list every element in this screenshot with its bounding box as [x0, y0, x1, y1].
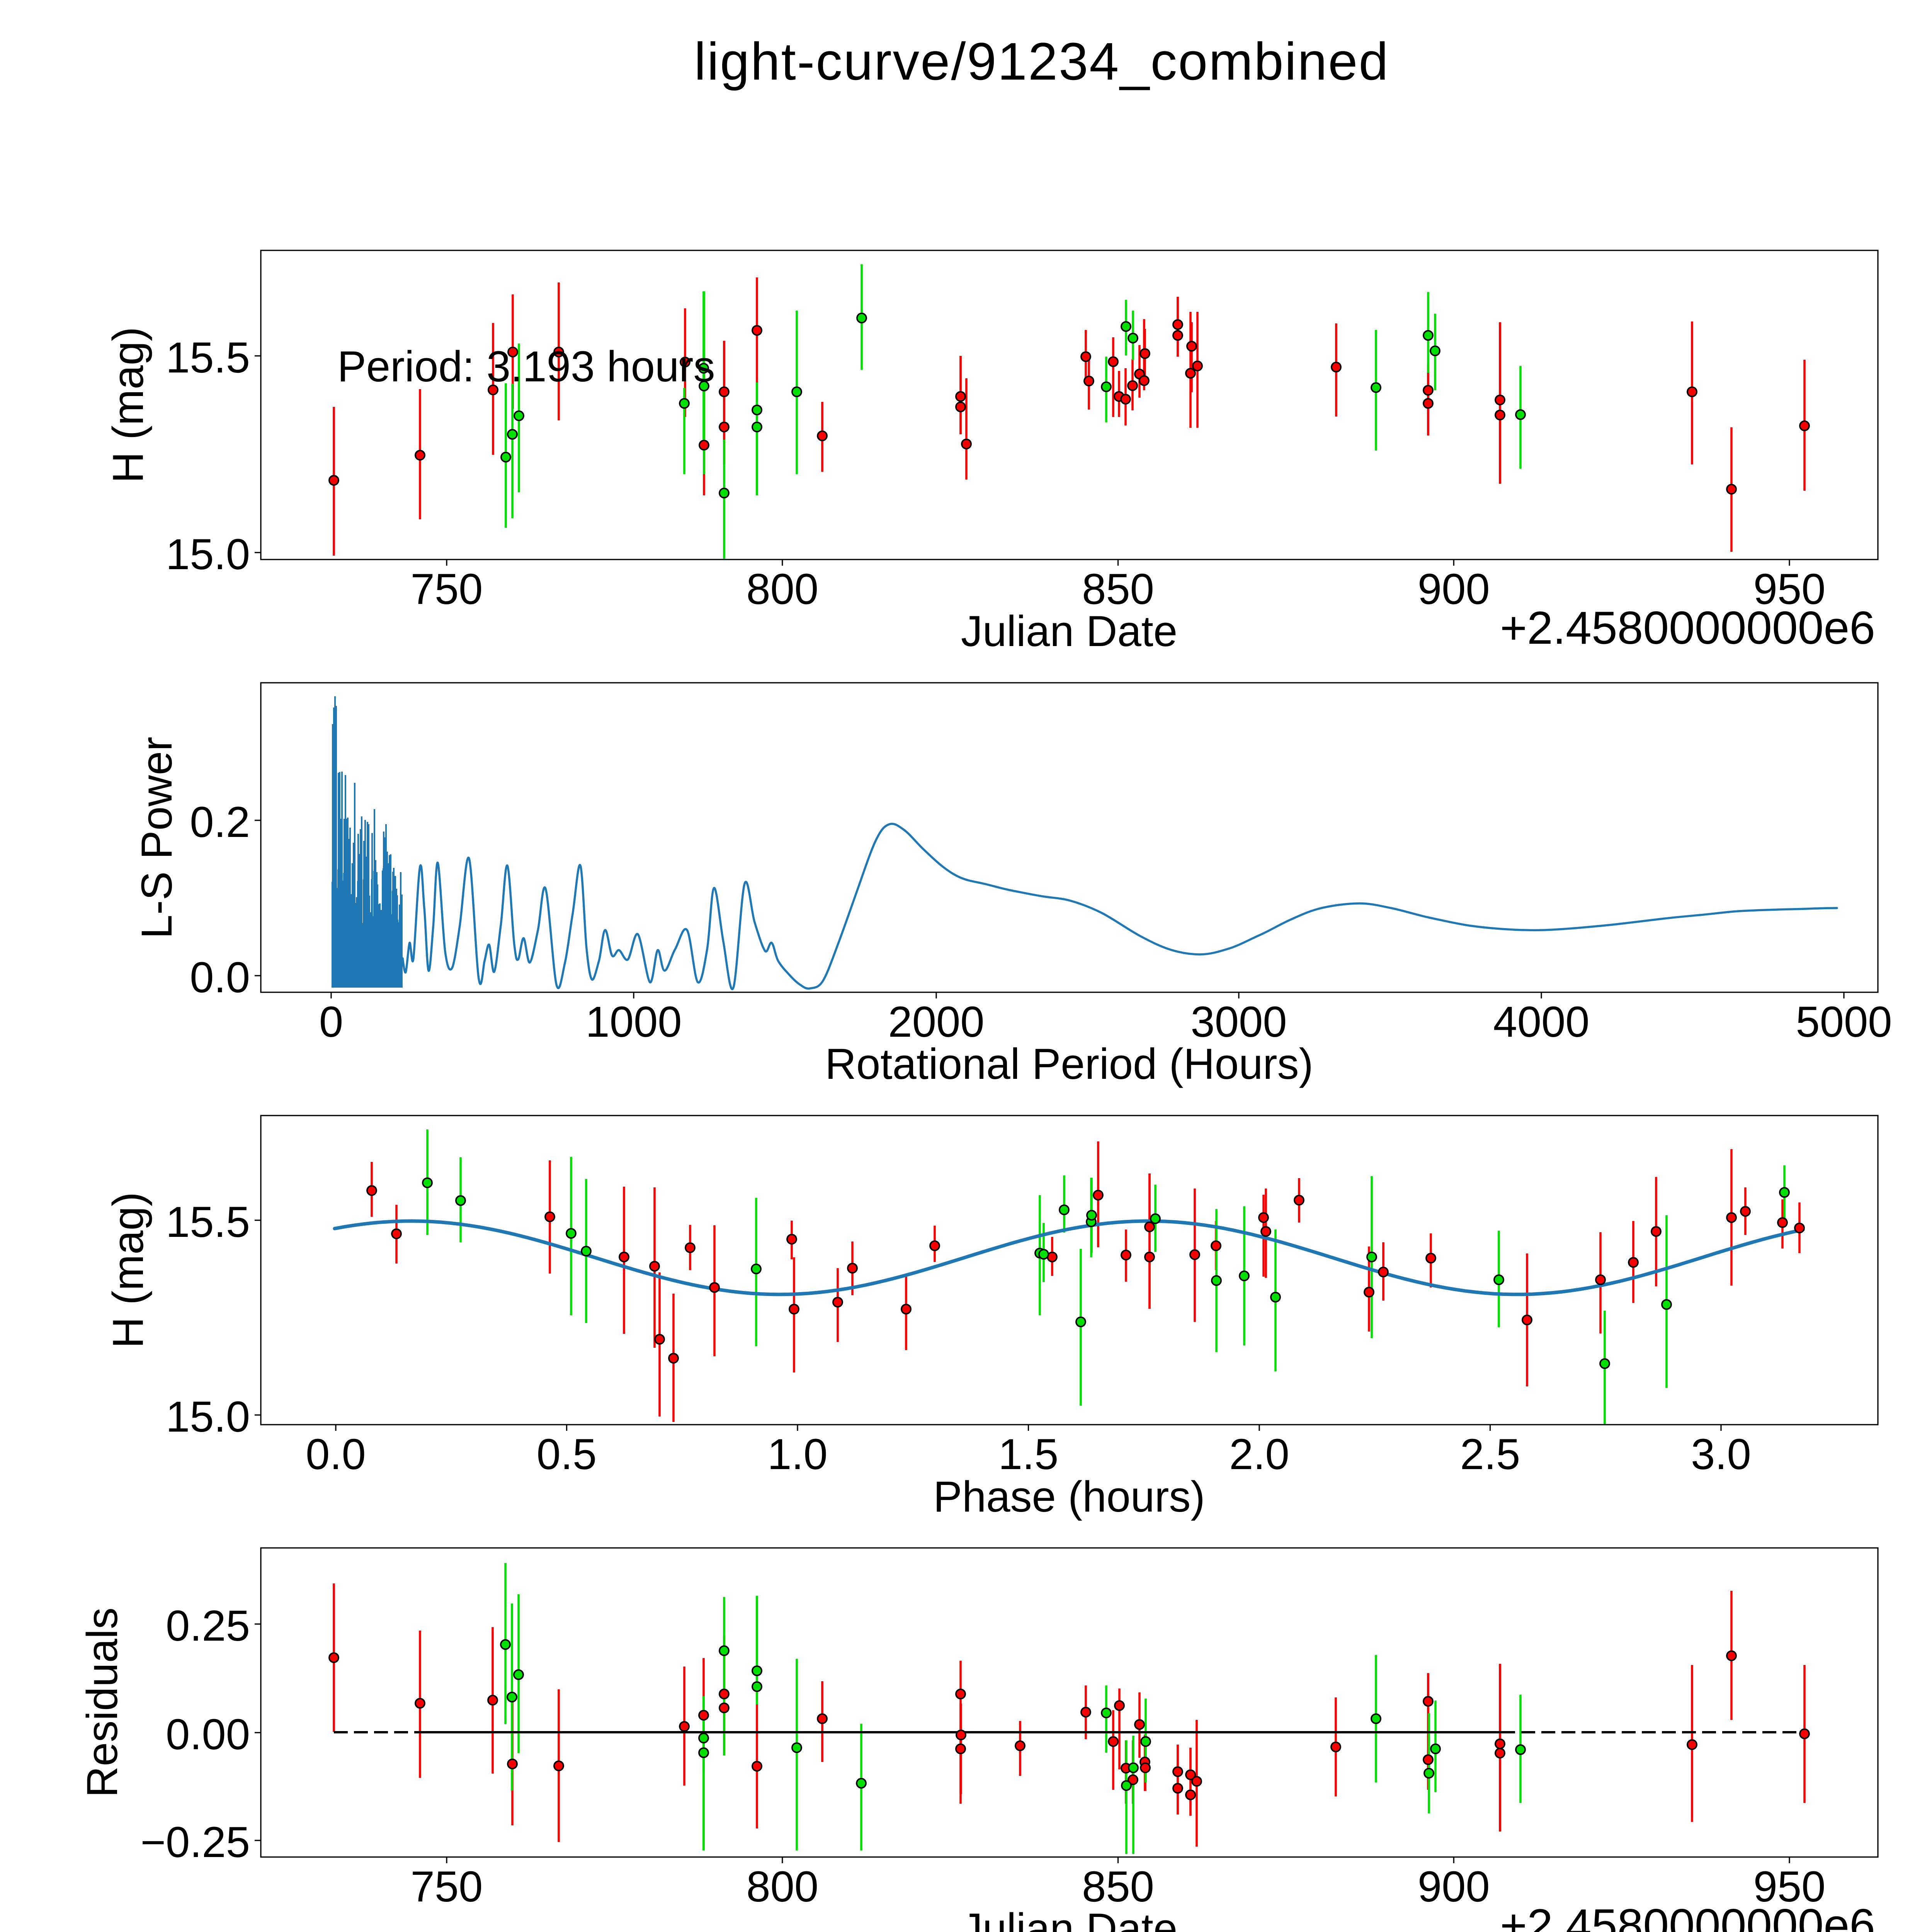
- svg-text:15.5: 15.5: [166, 333, 250, 382]
- svg-text:Julian Date: Julian Date: [961, 607, 1177, 655]
- svg-text:Period: 3.193 hours: Period: 3.193 hours: [337, 342, 715, 391]
- svg-text:15.5: 15.5: [166, 1198, 250, 1246]
- svg-text:800: 800: [746, 1862, 818, 1911]
- svg-text:2000: 2000: [888, 998, 984, 1046]
- svg-text:800: 800: [746, 565, 818, 613]
- svg-text:light-curve/91234_combined: light-curve/91234_combined: [694, 32, 1389, 91]
- svg-text:Julian Date: Julian Date: [961, 1905, 1177, 1932]
- svg-text:Phase (hours): Phase (hours): [933, 1473, 1205, 1521]
- svg-text:H (mag): H (mag): [104, 327, 152, 483]
- svg-text:0.0: 0.0: [190, 953, 250, 1002]
- svg-text:H (mag): H (mag): [104, 1192, 152, 1348]
- svg-text:L-S Power: L-S Power: [133, 737, 181, 939]
- svg-text:0.0: 0.0: [306, 1430, 366, 1478]
- svg-text:900: 900: [1418, 565, 1490, 613]
- svg-text:+2.4580000000e6: +2.4580000000e6: [1500, 1900, 1875, 1932]
- svg-text:0.00: 0.00: [166, 1710, 250, 1759]
- svg-text:15.0: 15.0: [166, 1393, 250, 1441]
- svg-text:0: 0: [319, 998, 343, 1046]
- svg-text:0.25: 0.25: [166, 1602, 250, 1650]
- svg-text:0.2: 0.2: [190, 798, 250, 846]
- svg-text:1000: 1000: [585, 998, 682, 1046]
- svg-text:−0.25: −0.25: [141, 1818, 250, 1866]
- svg-text:3.0: 3.0: [1691, 1430, 1751, 1478]
- svg-text:950: 950: [1753, 565, 1826, 613]
- svg-text:1.0: 1.0: [767, 1430, 828, 1478]
- svg-text:750: 750: [411, 565, 483, 613]
- svg-text:950: 950: [1753, 1862, 1826, 1911]
- svg-text:4000: 4000: [1493, 998, 1589, 1046]
- svg-text:+2.4580000000e6: +2.4580000000e6: [1500, 602, 1875, 654]
- svg-text:5000: 5000: [1796, 998, 1892, 1046]
- svg-text:850: 850: [1082, 1862, 1154, 1911]
- svg-text:0.5: 0.5: [537, 1430, 597, 1478]
- svg-text:3000: 3000: [1190, 998, 1287, 1046]
- svg-text:750: 750: [411, 1862, 483, 1911]
- svg-text:15.0: 15.0: [166, 530, 250, 578]
- svg-text:2.5: 2.5: [1460, 1430, 1520, 1478]
- svg-text:1.5: 1.5: [998, 1430, 1059, 1478]
- svg-text:2.0: 2.0: [1229, 1430, 1289, 1478]
- svg-text:Rotational Period (Hours): Rotational Period (Hours): [825, 1040, 1313, 1088]
- svg-text:Residuals: Residuals: [78, 1607, 126, 1798]
- svg-text:850: 850: [1082, 565, 1154, 613]
- svg-text:900: 900: [1418, 1862, 1490, 1911]
